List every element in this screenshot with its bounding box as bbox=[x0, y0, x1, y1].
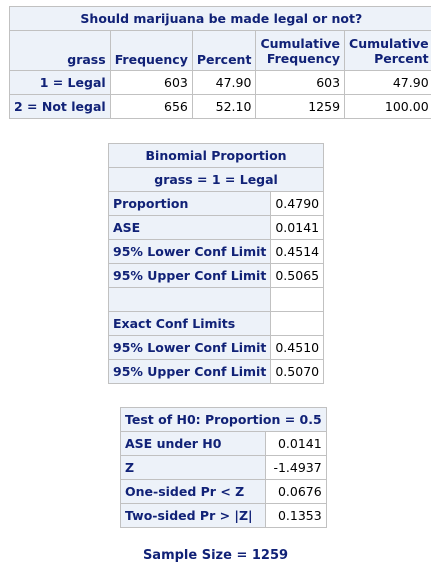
table-row: 2 = Not legal 656 52.10 1259 100.00 bbox=[9, 94, 431, 119]
header-cumulative-frequency: Cumulative Frequency bbox=[255, 30, 346, 71]
stat-value: -1.4937 bbox=[264, 455, 327, 480]
table-row: Z -1.4937 bbox=[120, 455, 327, 480]
stat-value: 0.4514 bbox=[270, 239, 325, 264]
cumulative-percent-cell: 100.00 bbox=[344, 94, 431, 119]
stat-value: 0.5070 bbox=[270, 359, 325, 384]
binomial-proportion-table: Binomial Proportion grass = 1 = Legal Pr… bbox=[107, 143, 325, 384]
header-cumulative-frequency-line1: Cumulative bbox=[260, 35, 341, 51]
frequency-table: Should marijuana be made legal or not? g… bbox=[9, 6, 431, 119]
table-row: 95% Lower Conf Limit 0.4510 bbox=[107, 335, 325, 360]
stat-value: 0.4510 bbox=[270, 335, 325, 360]
stat-value: 0.1353 bbox=[264, 503, 327, 528]
stat-value: 0.0141 bbox=[270, 215, 325, 240]
header-cumulative-percent: Cumulative Percent bbox=[344, 30, 431, 71]
table-row: 95% Upper Conf Limit 0.5070 bbox=[107, 359, 325, 384]
test-h0-table: Test of H0: Proportion = 0.5 ASE under H… bbox=[120, 407, 327, 528]
table-row: ASE 0.0141 bbox=[107, 215, 325, 240]
table-row: 1 = Legal 603 47.90 603 47.90 bbox=[9, 70, 431, 95]
empty-value-cell bbox=[270, 311, 325, 336]
header-grass: grass bbox=[9, 30, 111, 71]
table-row: Two-sided Pr > |Z| 0.1353 bbox=[120, 503, 327, 528]
table-row: Proportion 0.4790 bbox=[107, 191, 325, 216]
table-row: 95% Upper Conf Limit 0.5065 bbox=[107, 263, 325, 288]
sample-size-text: Sample Size = 1259 bbox=[142, 548, 289, 563]
stat-label: Two-sided Pr > |Z| bbox=[120, 503, 266, 528]
stat-label: ASE under H0 bbox=[120, 431, 266, 456]
cumulative-frequency-cell: 603 bbox=[255, 70, 346, 95]
table-row: One-sided Pr < Z 0.0676 bbox=[120, 479, 327, 504]
test-table-title: Test of H0: Proportion = 0.5 bbox=[120, 407, 327, 432]
exact-conf-limits-label: Exact Conf Limits bbox=[107, 311, 272, 336]
cumulative-frequency-cell: 1259 bbox=[255, 94, 346, 119]
row-label: 1 = Legal bbox=[9, 70, 111, 95]
row-label: 2 = Not legal bbox=[9, 94, 111, 119]
cumulative-percent-cell: 47.90 bbox=[344, 70, 431, 95]
header-cumulative-percent-line2: Percent bbox=[374, 50, 429, 66]
binomial-table-subtitle: grass = 1 = Legal bbox=[107, 167, 325, 192]
stat-value: 0.4790 bbox=[270, 191, 325, 216]
percent-cell: 52.10 bbox=[191, 94, 257, 119]
header-percent: Percent bbox=[191, 30, 257, 71]
frequency-cell: 603 bbox=[109, 70, 193, 95]
stat-label: 95% Upper Conf Limit bbox=[107, 263, 272, 288]
stat-label: 95% Upper Conf Limit bbox=[107, 359, 272, 384]
stat-value: 0.5065 bbox=[270, 263, 325, 288]
stat-value: 0.0141 bbox=[264, 431, 327, 456]
header-cumulative-percent-line1: Cumulative bbox=[349, 35, 429, 51]
table-row-empty bbox=[107, 287, 325, 312]
stat-label: Proportion bbox=[107, 191, 272, 216]
table-row: ASE under H0 0.0141 bbox=[120, 431, 327, 456]
table-row: Exact Conf Limits bbox=[107, 311, 325, 336]
stat-label: 95% Lower Conf Limit bbox=[107, 335, 272, 360]
empty-value-cell bbox=[270, 287, 325, 312]
frequency-table-title: Should marijuana be made legal or not? bbox=[9, 6, 431, 31]
header-frequency: Frequency bbox=[109, 30, 193, 71]
stat-label: ASE bbox=[107, 215, 272, 240]
binomial-table-title: Binomial Proportion bbox=[107, 143, 325, 168]
stat-label: Z bbox=[120, 455, 266, 480]
stat-value: 0.0676 bbox=[264, 479, 327, 504]
table-row: 95% Lower Conf Limit 0.4514 bbox=[107, 239, 325, 264]
stat-label: One-sided Pr < Z bbox=[120, 479, 266, 504]
stat-label: 95% Lower Conf Limit bbox=[107, 239, 272, 264]
frequency-cell: 656 bbox=[109, 94, 193, 119]
percent-cell: 47.90 bbox=[191, 70, 257, 95]
empty-label-cell bbox=[107, 287, 272, 312]
header-cumulative-frequency-line2: Frequency bbox=[266, 50, 341, 66]
